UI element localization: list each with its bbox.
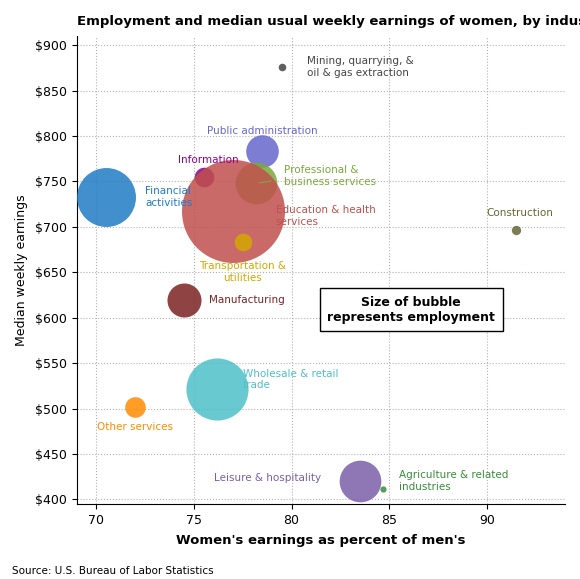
Text: Size of bubble
represents employment: Size of bubble represents employment [327,296,495,324]
Point [229,206,238,215]
Point [199,173,208,182]
Text: Public administration: Public administration [207,126,317,136]
Text: Source: U.S. Bureau of Labor Statistics: Source: U.S. Bureau of Labor Statistics [12,566,213,576]
Point [277,63,287,72]
Text: Employment and median usual weekly earnings of women, by industry, 2009: Employment and median usual weekly earni… [77,15,580,28]
X-axis label: Women's earnings as percent of men's: Women's earnings as percent of men's [176,534,466,547]
Text: Transportation &
utilities: Transportation & utilities [199,261,286,283]
Text: Mining, quarrying, &
oil & gas extraction: Mining, quarrying, & oil & gas extractio… [307,56,414,78]
Point [213,384,222,393]
Point [238,238,247,247]
Text: Professional &
business services: Professional & business services [284,165,376,187]
Text: Other services: Other services [97,422,173,432]
Point [252,179,261,188]
Text: Leisure & hospitality: Leisure & hospitality [213,472,321,483]
Text: Information: Information [178,155,239,165]
Point [130,402,140,412]
Text: Agriculture & related
industries: Agriculture & related industries [399,471,508,492]
Point [512,225,521,234]
Text: Financial
activities: Financial activities [145,186,193,208]
Point [179,295,188,304]
Y-axis label: Median weekly earnings: Median weekly earnings [15,194,28,346]
Text: Construction: Construction [487,208,554,218]
Point [356,477,365,486]
Point [102,192,111,201]
Text: Wholesale & retail
trade: Wholesale & retail trade [242,369,338,390]
Point [258,147,267,156]
Text: Education & health
services: Education & health services [276,205,376,227]
Text: Manufacturing: Manufacturing [209,295,285,305]
Point [379,485,388,494]
